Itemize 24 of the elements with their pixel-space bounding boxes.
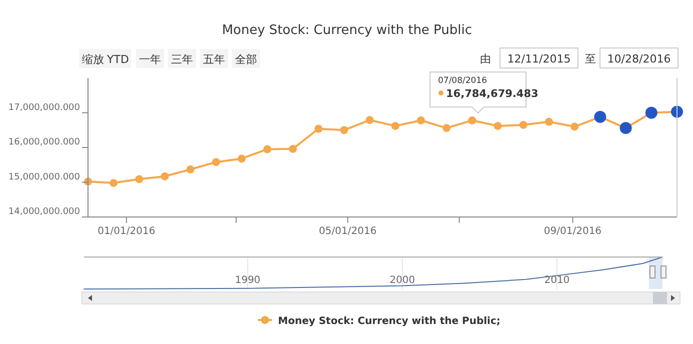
- x-tick-label: 2000: [390, 275, 416, 286]
- chart-title: Money Stock: Currency with the Public: [222, 23, 472, 38]
- text: 缩放: [82, 53, 104, 66]
- legend-label: Money Stock: Currency with the Public;: [278, 316, 500, 327]
- y-tick-label: 15,000,000.000: [8, 172, 80, 182]
- y-tick-label: 14,000,000.000: [8, 207, 80, 217]
- text: 10/28/2016: [607, 52, 671, 66]
- x-tick-label: 05/01/2016: [318, 226, 377, 237]
- x-tick-label: 2010: [544, 275, 570, 286]
- y-tick-label: 16,000,000.000: [8, 138, 80, 148]
- text: 12/11/2015: [507, 52, 571, 66]
- text: 一年: [139, 53, 161, 66]
- text: YTD: [106, 53, 129, 66]
- text: 由: [480, 52, 491, 66]
- x-tick-label: 01/01/2016: [98, 226, 156, 237]
- annotation: 07/08/2016: [438, 76, 487, 86]
- text: 至: [585, 52, 596, 66]
- x-tick-label: 09/01/2016: [544, 226, 602, 237]
- y-tick-label: 17,000,000.000: [8, 102, 80, 113]
- text: 五年: [203, 53, 225, 66]
- text: 全部: [235, 53, 257, 66]
- text: 三年: [171, 53, 193, 66]
- annotation: 16,784,679.483: [446, 88, 538, 100]
- x-tick-label: 1990: [234, 275, 260, 286]
